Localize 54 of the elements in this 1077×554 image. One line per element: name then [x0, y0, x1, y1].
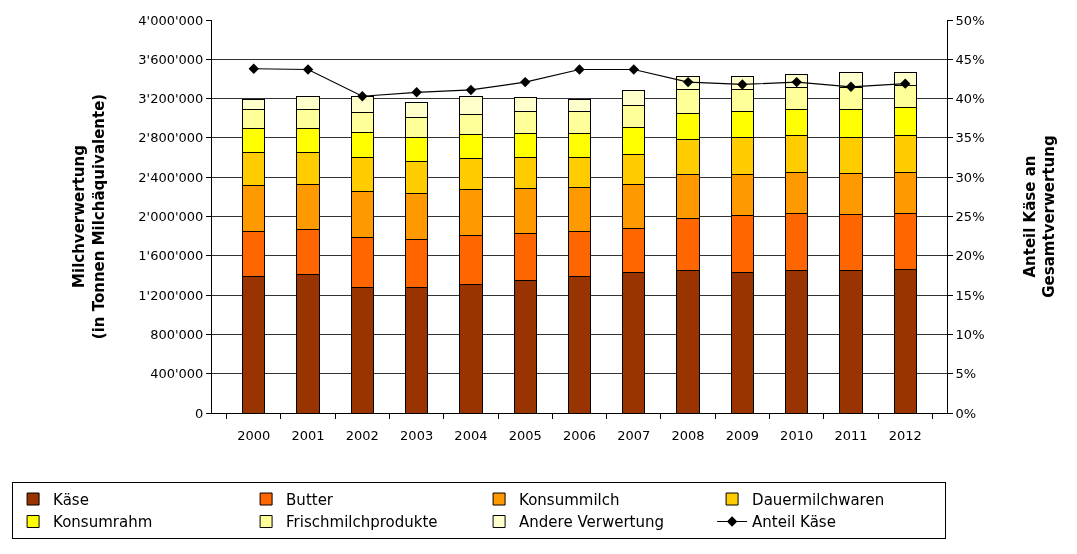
x-tick-label: 2009: [725, 427, 759, 443]
x-tick-label: 2005: [508, 427, 542, 443]
y2-tick-label: 15%: [955, 287, 985, 303]
point: [520, 76, 531, 88]
legend-label: Andere Verwertung: [519, 513, 665, 532]
point: [574, 64, 585, 75]
y-tick-label: 1'600'000: [138, 248, 204, 264]
x-tick-label: 2011: [834, 427, 868, 443]
y2-tick-label: 5%: [955, 366, 977, 382]
x-tick-label: 2008: [671, 427, 705, 443]
x-tick-label: 2010: [780, 427, 814, 443]
legend-label: Konsumrahm: [53, 513, 153, 532]
x-tick-label: 2001: [291, 427, 325, 443]
y-tick-label: 800'000: [150, 326, 204, 342]
legend-label: Käse: [53, 490, 89, 509]
x-tick-label: 2002: [345, 427, 379, 443]
legend-label: Konsummilch: [519, 490, 620, 509]
legend-label: Frischmilchprodukte: [286, 513, 438, 532]
point: [357, 91, 368, 102]
y-tick-label: 2'800'000: [138, 130, 204, 146]
y-tick-label: 3'600'000: [138, 51, 204, 67]
x-tick-label: 2004: [454, 427, 488, 443]
legend-label: Butter: [286, 490, 334, 509]
point: [302, 64, 314, 75]
y-tick-label: 4'000'000: [138, 12, 204, 28]
x-tick-label: 2000: [237, 427, 271, 443]
x-tick-label: 2003: [400, 427, 434, 443]
y2-tick-label: 50%: [955, 12, 985, 28]
x-tick-label: 2006: [562, 427, 597, 443]
y2-tick-label: 30%: [955, 169, 985, 185]
y2-tick-label: 25%: [955, 209, 985, 225]
x-tick-label: 2012: [888, 427, 922, 443]
x-tick-label: 2007: [617, 427, 651, 443]
y2-axis-title: Anteil Käse an Gesamtverwertung: [1020, 135, 1059, 298]
y-tick-label: 0: [195, 405, 204, 421]
y2-tick-label: 40%: [955, 91, 985, 107]
y2-tick-label: 20%: [955, 248, 985, 264]
y-tick-label: 2'400'000: [138, 169, 204, 185]
point: [248, 63, 259, 74]
y2-tick-label: 45%: [955, 51, 985, 67]
y-tick-label: 400'000: [150, 366, 204, 382]
y-tick-label: 1'200'000: [138, 287, 204, 303]
y-tick-label: 2'000'000: [138, 209, 204, 225]
y-axis-title: Milchverwertung (in Tonnen Milchäquivalente): [70, 93, 108, 340]
y2-tick-label: 35%: [955, 130, 985, 146]
point: [411, 87, 422, 98]
legend-label: Anteil Käse: [752, 513, 836, 532]
y-tick-label: 3'200'000: [138, 91, 204, 107]
point: [628, 64, 639, 75]
y2-tick-label: 10%: [955, 326, 985, 342]
point: [465, 84, 477, 96]
y2-tick-label: 0%: [955, 405, 977, 421]
point: [845, 81, 857, 93]
legend-label: Dauermilchwaren: [752, 490, 885, 509]
